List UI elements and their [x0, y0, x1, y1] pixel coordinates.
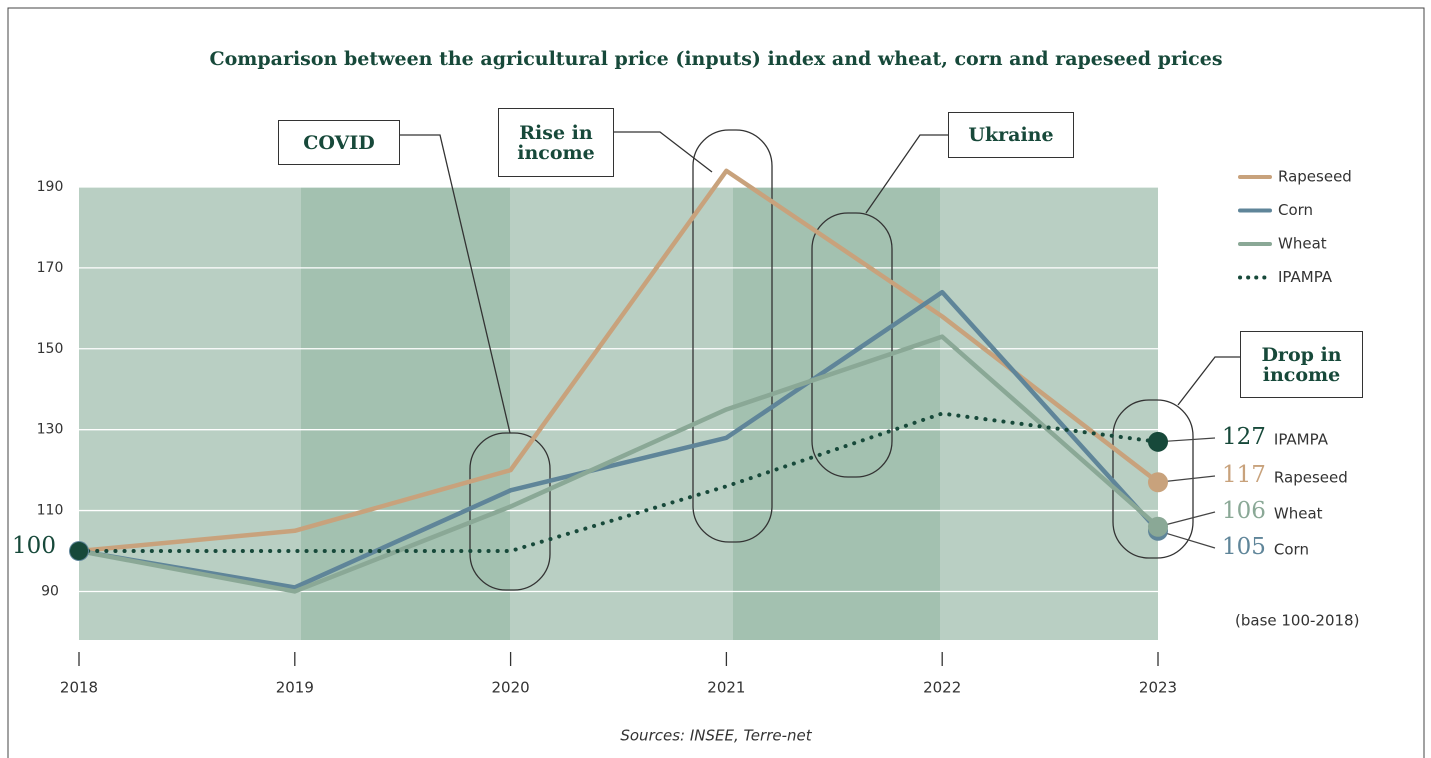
- value-label: 106: [1222, 498, 1266, 524]
- legend-label: Corn: [1278, 201, 1313, 219]
- y-tick-label: 150: [37, 341, 64, 357]
- value-label: 117: [1222, 462, 1266, 488]
- value-label: 127: [1222, 424, 1266, 450]
- series-line: [76, 168, 1161, 554]
- x-tick-label: 2019: [276, 679, 314, 697]
- x-tick-label: 2022: [923, 679, 961, 697]
- annotation: Drop in income: [1240, 331, 1363, 398]
- frame: [7, 7, 1425, 758]
- annotation: COVID: [278, 120, 400, 165]
- end-point: [1148, 472, 1168, 493]
- band: [733, 187, 940, 640]
- value-label-name: IPAMPA: [1274, 431, 1329, 449]
- start-value-label: 100: [12, 533, 56, 559]
- end-point: [1148, 431, 1168, 452]
- annotation: Rise in income: [498, 108, 614, 177]
- annotation-connector: [400, 134, 511, 434]
- background-bands: [79, 187, 1158, 640]
- y-tick-label: 110: [37, 503, 64, 519]
- annotation-connector: [614, 131, 713, 173]
- start-point: [70, 542, 88, 561]
- annotation-capsule: [692, 129, 773, 543]
- band: [510, 187, 733, 640]
- y-tick-label: 90: [41, 583, 59, 599]
- band: [79, 187, 301, 640]
- legend-label: Rapeseed: [1278, 168, 1352, 186]
- y-tick-label: 170: [37, 260, 64, 276]
- annotation-connector: [865, 134, 948, 214]
- band: [301, 187, 510, 640]
- x-tick-label: 2023: [1139, 679, 1177, 697]
- plot: Rapeseed Corn Wheat IPAMPA 105 Corn 106 Wheat 11…: [12, 168, 1352, 594]
- x-tick-label: 2020: [492, 679, 530, 697]
- value-label-name: Wheat: [1274, 505, 1323, 523]
- end-point: [1148, 516, 1168, 537]
- x-tick-label: 2018: [60, 679, 98, 697]
- series-line: [76, 334, 1161, 594]
- legend-label: Wheat: [1278, 235, 1327, 253]
- y-tick-label: 190: [37, 179, 64, 195]
- value-label-name: Corn: [1274, 541, 1309, 559]
- grid: 90 110 130 150 170 190 2018 2019 2020 2021 2022 202…: [37, 179, 1177, 697]
- chart-title: Comparison between the agricultural pric…: [209, 48, 1222, 70]
- annotation: Ukraine: [948, 112, 1074, 158]
- y-tick-label: 130: [37, 422, 64, 438]
- series-line: [76, 289, 1161, 590]
- x-tick-label: 2021: [707, 679, 745, 697]
- annotation-connector: [1177, 356, 1240, 406]
- source: Sources: INSEE, Terre-net: [620, 727, 812, 745]
- series-line: [77, 411, 1160, 554]
- note: (base 100-2018): [1235, 612, 1359, 630]
- value-label-name: Rapeseed: [1274, 469, 1348, 487]
- legend-label: IPAMPA: [1278, 268, 1333, 286]
- value-label: 105: [1222, 534, 1266, 560]
- annotation-capsule: [811, 212, 893, 478]
